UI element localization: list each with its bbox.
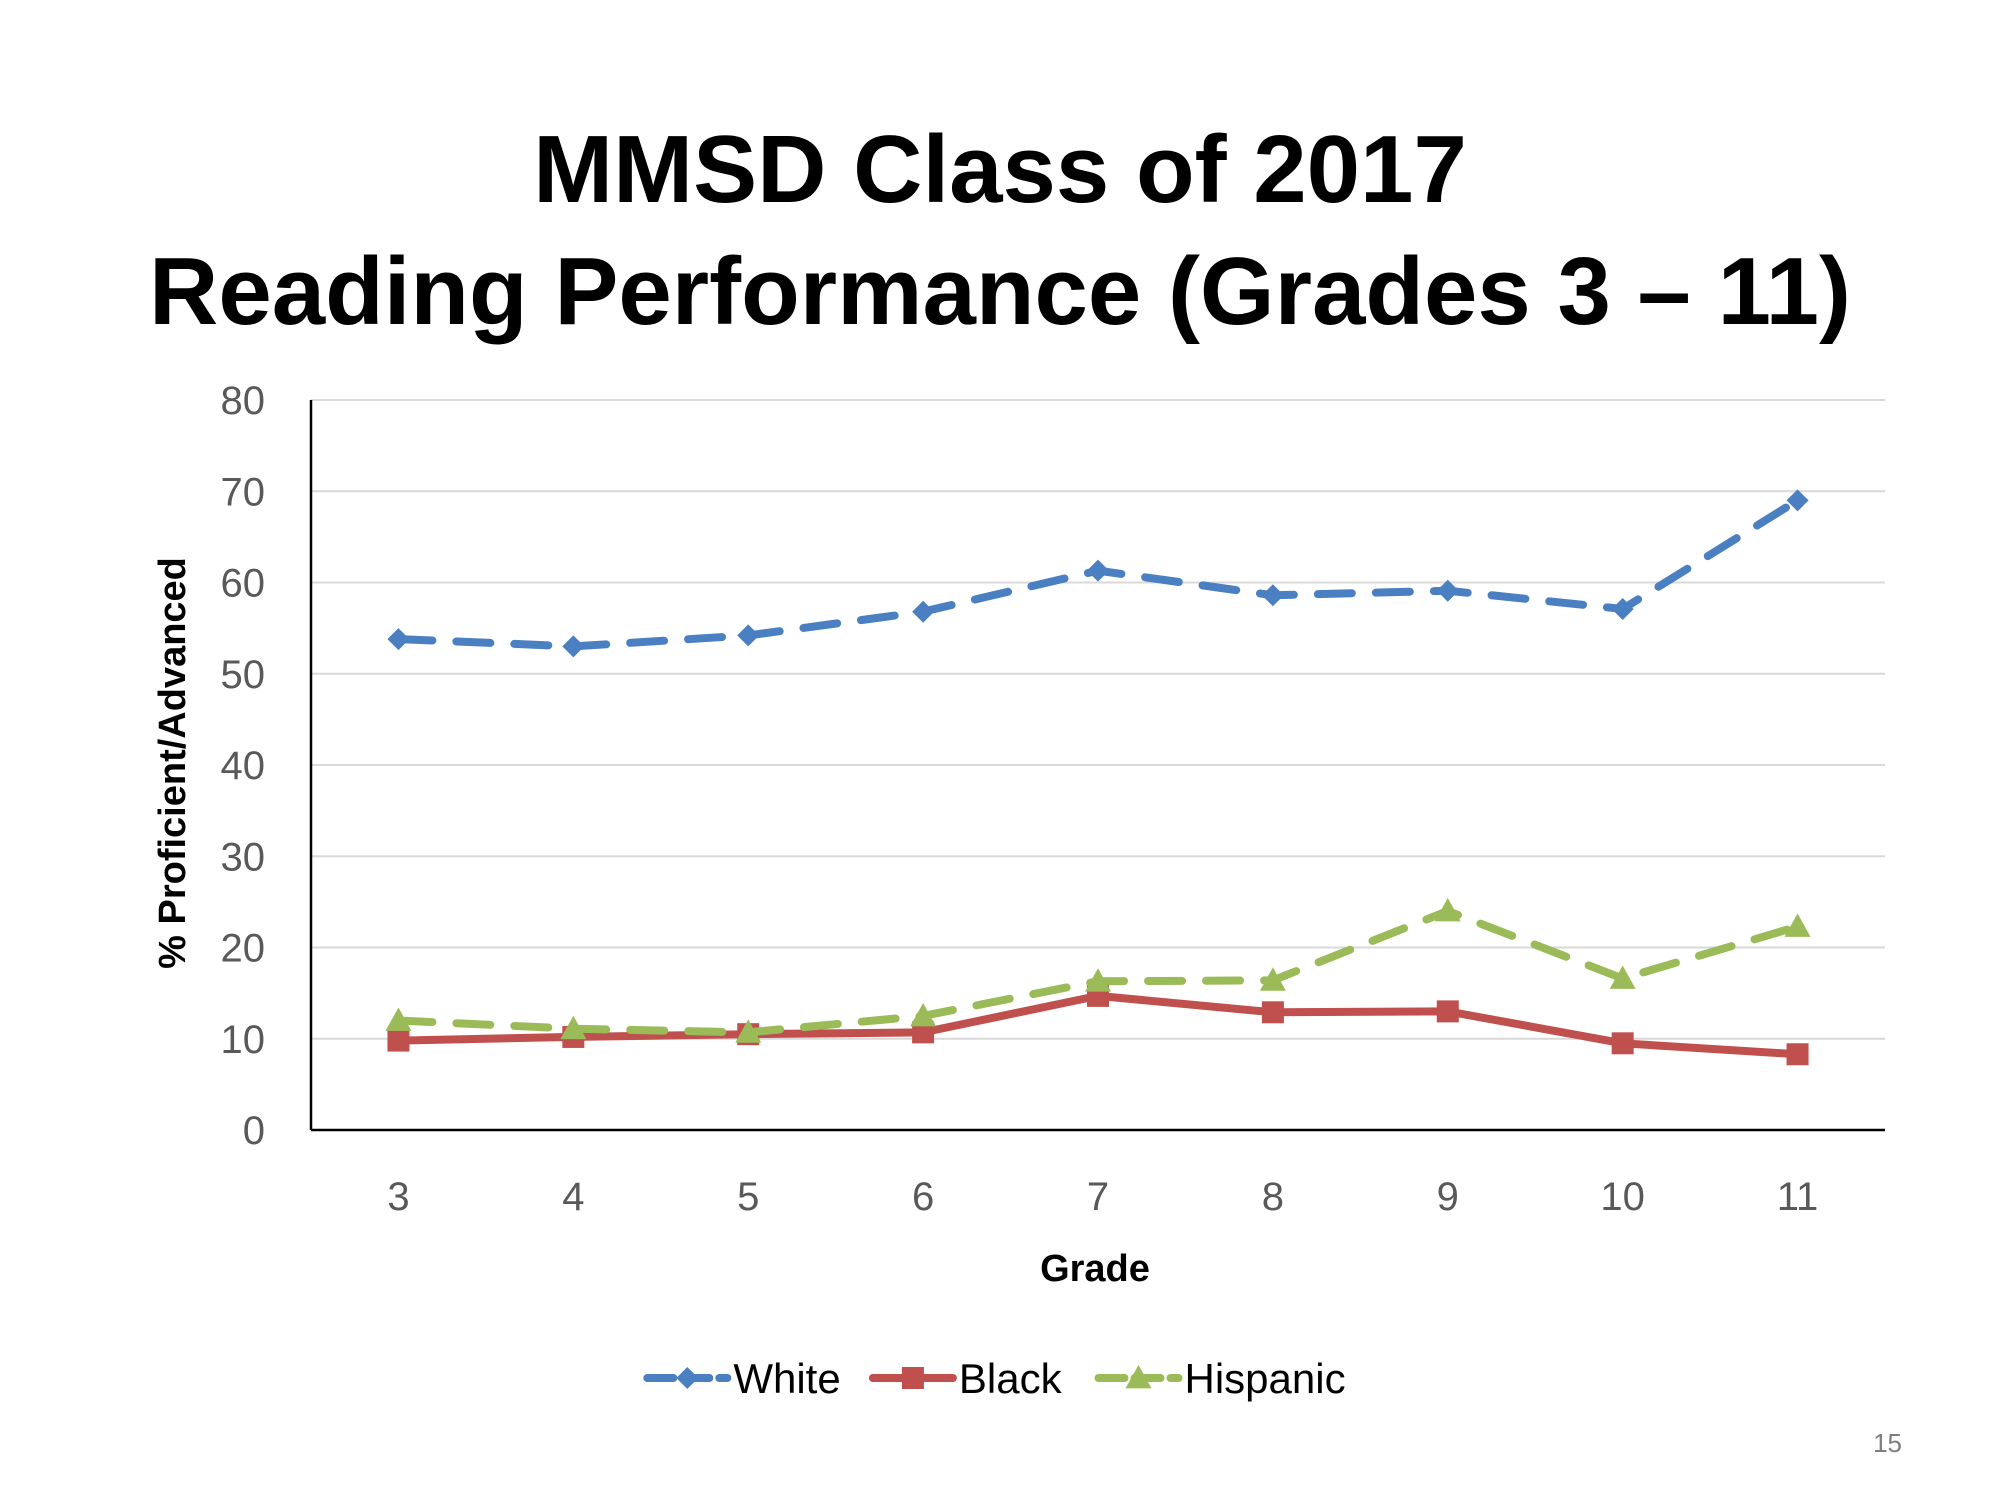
data-point-black — [1261, 1001, 1284, 1024]
data-point-hispanic — [1784, 913, 1811, 937]
legend-marker-black — [901, 1367, 924, 1389]
x-tick-label: 6 — [912, 1175, 934, 1219]
x-axis-label: Grade — [1040, 1248, 1150, 1290]
series-hispanic — [385, 898, 1811, 1043]
data-point-hispanic — [1434, 898, 1461, 922]
data-point-white — [387, 628, 410, 651]
chart-title-line-2: Reading Performance (Grades 3 – 11) — [148, 238, 1852, 345]
chart-title-line-1: MMSD Class of 2017 — [533, 116, 1467, 223]
x-tick-label: 10 — [1600, 1175, 1645, 1219]
y-tick-labels: 0 10 20 30 40 50 60 70 80 — [221, 379, 266, 1153]
data-point-white — [1436, 579, 1459, 602]
series-white — [387, 489, 1809, 658]
data-point-white — [1087, 559, 1109, 582]
data-point-hispanic — [1085, 968, 1111, 992]
series-layer — [385, 489, 1811, 1066]
legend: White Black Hispanic — [643, 1355, 1346, 1402]
legend-item-black: Black — [868, 1355, 1063, 1402]
legend-label-white: White — [733, 1355, 840, 1402]
x-tick-label: 3 — [387, 1175, 409, 1219]
gridlines — [311, 399, 1885, 1040]
y-tick-label: 80 — [221, 379, 266, 423]
data-point-white — [737, 624, 760, 647]
series-black — [387, 984, 1809, 1066]
data-point-hispanic — [735, 1019, 762, 1043]
legend-marker-hispanic — [1125, 1365, 1152, 1389]
data-point-hispanic — [385, 1007, 412, 1031]
y-tick-label: 70 — [221, 470, 266, 514]
data-point-black — [387, 1029, 410, 1052]
y-tick-label: 40 — [221, 744, 266, 788]
data-point-black — [1786, 1043, 1809, 1066]
data-point-black — [912, 1021, 935, 1044]
legend-marker-white — [676, 1367, 699, 1389]
data-point-hispanic — [910, 1002, 937, 1027]
y-axis-label: % Proficient/Advanced — [152, 557, 194, 969]
axes — [309, 400, 1885, 1132]
x-tick-labels: 3 4 5 6 7 8 9 10 11 — [387, 1175, 1818, 1219]
y-tick-label: 20 — [221, 927, 266, 971]
x-tick-label: 11 — [1777, 1175, 1819, 1219]
data-point-black — [1611, 1032, 1634, 1055]
legend-item-white: White — [643, 1355, 841, 1402]
x-tick-label: 7 — [1087, 1175, 1109, 1219]
y-tick-label: 10 — [221, 1018, 266, 1062]
y-tick-label: 60 — [221, 562, 266, 606]
data-point-white — [562, 635, 585, 658]
x-tick-label: 5 — [737, 1175, 759, 1219]
x-tick-label: 4 — [562, 1175, 584, 1219]
legend-item-hispanic: Hispanic — [1094, 1355, 1346, 1402]
legend-label-hispanic: Hispanic — [1185, 1355, 1346, 1402]
legend-label-black: Black — [959, 1355, 1063, 1402]
y-tick-label: 30 — [221, 835, 266, 879]
data-point-white — [1786, 489, 1809, 512]
page-number: 15 — [1873, 1428, 1902, 1458]
data-point-white — [912, 600, 935, 623]
x-tick-label: 8 — [1262, 1175, 1284, 1219]
data-point-hispanic — [1609, 965, 1636, 989]
data-point-hispanic — [1259, 967, 1286, 991]
data-point-white — [1611, 597, 1634, 620]
y-tick-label: 0 — [243, 1109, 265, 1153]
y-tick-label: 50 — [221, 653, 266, 697]
data-point-hispanic — [560, 1015, 587, 1040]
data-point-black — [1436, 1000, 1459, 1023]
x-tick-label: 9 — [1437, 1175, 1459, 1219]
data-point-white — [1261, 584, 1284, 607]
